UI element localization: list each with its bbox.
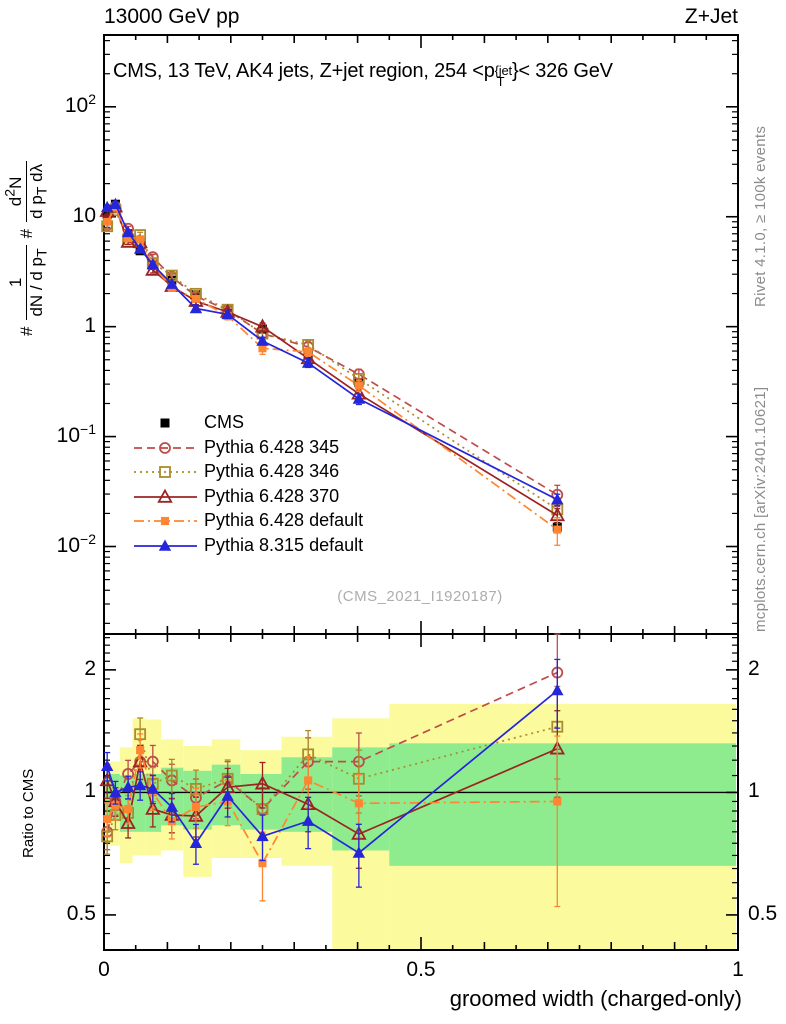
ratio-y-tick-left-2: 2	[84, 656, 96, 680]
legend-item-pythia-6-428-346: Pythia 6.428 346	[204, 461, 340, 481]
legend-item-pythia-6-428-default: Pythia 6.428 default	[204, 510, 364, 530]
analysis-id-watermark: (CMS_2021_I1920187)	[337, 588, 503, 605]
panel-title: CMS, 13 TeV, AK4 jets, Z+jet region, 254…	[113, 60, 613, 89]
main-y-tick-10: 10	[72, 203, 96, 227]
legend-item-pythia-6-428-345: Pythia 6.428 345	[204, 437, 340, 457]
mcplots-arxiv-note: mcplots.cern.ch [arXiv:2401.10621]	[752, 386, 769, 632]
legend-item-cms: CMS	[204, 412, 244, 432]
x-axis-label: groomed width (charged-only)	[449, 986, 742, 1011]
y-axis-label: # 1 dN / d pT # d2N d pT dλ	[2, 160, 50, 336]
ratio-axis-label: Ratio to CMS	[20, 768, 37, 858]
main-y-tick-0.1: 10−1	[56, 420, 96, 447]
uncertainty-bands	[104, 703, 736, 950]
main-y-tick-1: 1	[84, 313, 96, 337]
x-tick-0: 0	[98, 958, 110, 981]
legend-item-pythia-6-428-370: Pythia 6.428 370	[204, 486, 340, 506]
series-pythia-8-315-default	[100, 197, 564, 888]
main-panel-frame	[103, 34, 739, 635]
green-band-bin	[389, 743, 736, 866]
y-axis-frac-1: 1 dN / d pT	[6, 245, 50, 320]
green-band-bin	[183, 770, 212, 830]
pt-jet-script: {jet T	[494, 63, 512, 89]
ratio-y-tick-right-0.5: 0.5	[748, 901, 778, 925]
ratio-y-tick-right-2: 2	[748, 656, 760, 680]
panel-title-text: CMS, 13 TeV, AK4 jets, Z+jet region, 254…	[113, 60, 495, 82]
x-tick-1: 1	[732, 958, 744, 981]
process-label: Z+Jet	[684, 5, 738, 28]
ratio-y-tick-right-1: 1	[748, 779, 760, 803]
main-y-tick-0.01: 10−2	[56, 530, 96, 557]
legend	[134, 418, 197, 551]
x-tick-0.5: 0.5	[406, 958, 436, 981]
beam-energy-label: 13000 GeV pp	[104, 5, 240, 28]
legend-item-pythia-8-315-default: Pythia 8.315 default	[204, 535, 364, 555]
ratio-y-tick-left-0.5: 0.5	[66, 901, 96, 925]
green-band-bin	[240, 773, 282, 830]
main-y-tick-100: 102	[64, 90, 96, 117]
rivet-version-note: Rivet 4.1.0, ≥ 100k events	[752, 125, 769, 307]
ratio-y-tick-left-1: 1	[84, 779, 96, 803]
ratio-panel-frame	[103, 633, 739, 951]
